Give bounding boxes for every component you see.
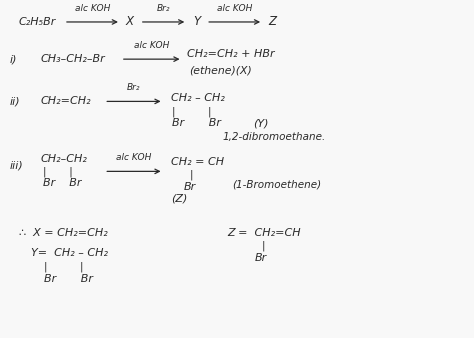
Text: |          |: | | bbox=[44, 262, 83, 272]
Text: 1,2-dibromoethane.: 1,2-dibromoethane. bbox=[223, 132, 326, 142]
Text: iii): iii) bbox=[9, 161, 23, 171]
Text: alc KOH: alc KOH bbox=[217, 3, 252, 13]
Text: |: | bbox=[190, 170, 193, 180]
Text: Br       Br: Br Br bbox=[44, 274, 92, 284]
Text: ii): ii) bbox=[9, 96, 20, 106]
Text: Br: Br bbox=[255, 252, 267, 263]
Text: alc KOH: alc KOH bbox=[75, 3, 110, 13]
Text: Z =  CH₂=CH: Z = CH₂=CH bbox=[228, 228, 301, 238]
Text: i): i) bbox=[9, 54, 17, 64]
Text: (ethene)(X): (ethene)(X) bbox=[190, 66, 252, 76]
Text: alc KOH: alc KOH bbox=[116, 153, 152, 162]
Text: alc KOH: alc KOH bbox=[134, 41, 169, 50]
Text: ∴  X = CH₂=CH₂: ∴ X = CH₂=CH₂ bbox=[19, 228, 108, 238]
Text: |       |: | | bbox=[43, 166, 73, 177]
Text: CH₂=CH₂ + HBr: CH₂=CH₂ + HBr bbox=[187, 49, 275, 59]
Text: |          |: | | bbox=[172, 106, 211, 117]
Text: Y: Y bbox=[193, 16, 201, 28]
Text: Br    Br: Br Br bbox=[43, 178, 81, 188]
Text: CH₂ – CH₂: CH₂ – CH₂ bbox=[171, 93, 225, 103]
Text: CH₃–CH₂–Br: CH₃–CH₂–Br bbox=[40, 54, 105, 64]
Text: Br       Br: Br Br bbox=[172, 118, 221, 128]
Text: Br₂: Br₂ bbox=[157, 3, 170, 13]
Text: (Y): (Y) bbox=[254, 118, 269, 128]
Text: Z: Z bbox=[268, 16, 276, 28]
Text: (Z): (Z) bbox=[172, 193, 188, 203]
Text: |: | bbox=[262, 241, 265, 251]
Text: CH₂ = CH: CH₂ = CH bbox=[171, 157, 224, 167]
Text: Br: Br bbox=[184, 182, 196, 192]
Text: CH₂–CH₂: CH₂–CH₂ bbox=[40, 154, 87, 164]
Text: X: X bbox=[126, 16, 134, 28]
Text: Br₂: Br₂ bbox=[127, 83, 141, 92]
Text: (1-Bromoethene): (1-Bromoethene) bbox=[232, 179, 321, 189]
Text: C₂H₅Br: C₂H₅Br bbox=[19, 17, 56, 27]
Text: Y=  CH₂ – CH₂: Y= CH₂ – CH₂ bbox=[31, 248, 108, 259]
Text: CH₂=CH₂: CH₂=CH₂ bbox=[40, 96, 91, 106]
